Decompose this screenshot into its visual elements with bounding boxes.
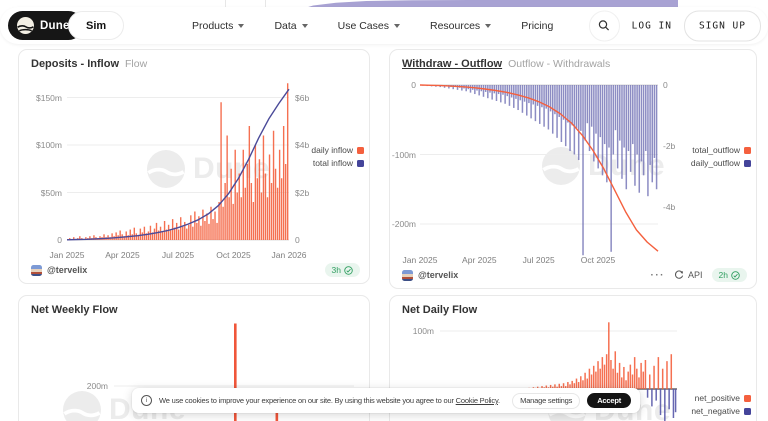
y-axis-label: $50m [40, 187, 62, 198]
sign-up-button[interactable]: SIGN UP [683, 10, 761, 41]
chart-legend: daily inflow total inflow [311, 145, 364, 168]
deposits_inflow-chart-canvas [66, 83, 290, 241]
legend-item[interactable]: daily_outflow [691, 158, 751, 168]
legend-swatch [744, 394, 751, 402]
nav-item-data[interactable]: Data [274, 20, 308, 32]
x-axis-label: Jul 2025 [522, 255, 555, 265]
manage-settings-button[interactable]: Manage settings [512, 392, 581, 409]
y-axis-label: $150m [36, 92, 62, 103]
search-button[interactable] [588, 10, 620, 41]
legend-item[interactable]: net_positive [695, 393, 751, 403]
x-axis-label: Apr 2025 [105, 250, 140, 260]
cookie-banner: i We use cookies to improve your experie… [132, 388, 640, 413]
search-icon [598, 20, 610, 31]
legend-swatch [744, 146, 751, 154]
legend-swatch [357, 159, 364, 167]
chart-title[interactable]: Net Weekly Flow [31, 304, 118, 316]
check-circle-icon [731, 270, 740, 280]
chart-subtitle: Outflow - Withdrawals [508, 58, 611, 70]
fork-icon [675, 270, 684, 279]
y-axis-label: -200m [391, 219, 416, 229]
accept-button[interactable]: Accept [587, 393, 631, 408]
y-axis-label-right: 0 [295, 235, 300, 245]
check-circle-icon [344, 265, 353, 275]
x-axis-label: Jan 2025 [402, 255, 438, 265]
x-axis-label: Oct 2025 [580, 255, 616, 265]
dune-watermark-icon [147, 150, 185, 188]
y-axis-label-right: -4b [663, 202, 676, 212]
chart-title[interactable]: Deposits - Inflow [31, 58, 119, 70]
log-in-button[interactable]: LOG IN [631, 20, 672, 31]
sim-label: Sim [86, 19, 107, 32]
panel-withdraw-outflow: Withdraw - Outflow Outflow - Withdrawals… [389, 49, 757, 289]
avatar [402, 269, 413, 281]
legend-swatch [357, 146, 364, 154]
legend-swatch [744, 407, 751, 415]
x-axis-label: Oct 2025 [216, 250, 251, 260]
legend-swatch [744, 159, 751, 167]
withdraw_outflow-chart-canvas [419, 84, 659, 256]
chevron-down-icon [238, 23, 245, 28]
panel-deposits-inflow: Deposits - Inflow Flow @tervelix 3h Dune… [18, 49, 370, 284]
author-link[interactable]: @tervelix [402, 269, 458, 281]
legend-item[interactable]: daily inflow [311, 145, 364, 155]
y-axis-label-right: $2b [295, 187, 310, 198]
nav-item-pricing[interactable]: Pricing [521, 19, 554, 32]
legend-item[interactable]: net_negative [691, 406, 751, 416]
cookie-policy-link[interactable]: Cookie Policy [455, 396, 498, 405]
dune-watermark-icon [63, 391, 101, 421]
sim-tab[interactable]: Sim [68, 11, 125, 40]
nav-menu: Products Data Use Cases Resources Pricing [192, 7, 553, 44]
dune-watermark-icon [542, 147, 580, 185]
brand-label: Dune [40, 19, 70, 32]
chart-legend: net_positive net_negative [691, 393, 751, 416]
chart-title[interactable]: Withdraw - Outflow [402, 58, 503, 70]
x-axis-label: Jan 2026 [271, 250, 307, 260]
refresh-badge[interactable]: 2h [711, 268, 747, 282]
x-axis-label: Jul 2025 [161, 250, 195, 260]
chart-subtitle: Flow [125, 58, 148, 70]
nav-item-use-cases[interactable]: Use Cases [338, 20, 400, 32]
top-nav: Dune Sim Products Data Use Cases Resources P… [0, 7, 768, 44]
y-axis-label: 0 [411, 80, 416, 90]
y-axis-label-right: -2b [663, 141, 676, 151]
x-axis-label: Jan 2025 [49, 250, 85, 260]
y-axis-label: 0 [57, 235, 62, 245]
background-panel-edge [225, 0, 226, 9]
chevron-down-icon [301, 23, 308, 28]
cookie-text: We use cookies to improve your experienc… [159, 396, 500, 405]
avatar [31, 264, 42, 276]
nav-item-products[interactable]: Products [192, 20, 245, 32]
y-axis-label: $100m [36, 140, 62, 150]
api-button[interactable]: API [674, 270, 703, 280]
background-chart-sliver [298, 0, 678, 10]
nav-item-resources[interactable]: Resources [430, 20, 492, 32]
chart-title[interactable]: Net Daily Flow [402, 304, 478, 316]
legend-item[interactable]: total inflow [313, 158, 364, 168]
chevron-down-icon [485, 23, 492, 28]
author-link[interactable]: @tervelix [31, 264, 87, 276]
legend-item[interactable]: total_outflow [692, 145, 751, 155]
info-icon: i [141, 395, 152, 406]
y-axis-label: 100m [412, 326, 434, 336]
y-axis-label-right: $6b [295, 92, 310, 103]
y-axis-label-right: $4b [295, 140, 310, 150]
refresh-badge[interactable]: 3h [324, 263, 360, 277]
x-axis-label: Apr 2025 [462, 255, 497, 265]
dune-logo-icon [17, 17, 34, 34]
y-axis-label: 200m [86, 381, 108, 391]
nav-right: LOG IN SIGN UP [588, 10, 761, 41]
chevron-down-icon [393, 23, 400, 28]
y-axis-label-right: 0 [663, 80, 668, 90]
chart-legend: total_outflow daily_outflow [691, 145, 751, 168]
y-axis-label: -100m [391, 149, 416, 160]
panel-menu-button[interactable]: ··· [650, 269, 666, 281]
background-panel-edge [265, 0, 266, 9]
